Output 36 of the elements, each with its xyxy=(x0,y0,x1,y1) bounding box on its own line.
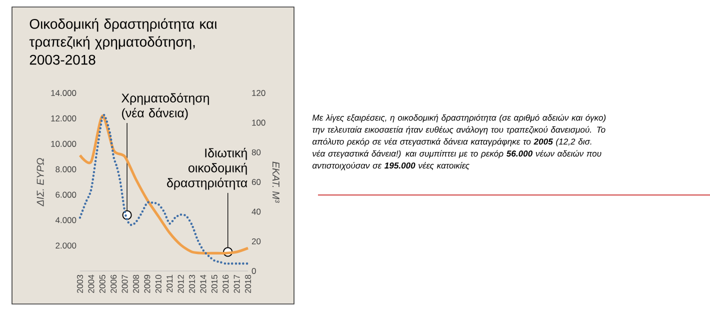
x-tick-label: 2011 xyxy=(166,274,173,292)
x-tick-label: 2013 xyxy=(189,274,195,293)
y-tick-label: 2.000 xyxy=(56,242,76,249)
y2-tick-label: 20 xyxy=(252,238,261,244)
text: Με λίγες εξαιρέσεις, η οικοδομική δραστηριότητα (σε αριθμό αδειών και όγκο) την τελευταία εικοσαετία ήταν ευθέως ανάλογη του τραπεζικού δανεισμού. Το απόλυτο ρεκόρ σε νέα στεγαστικά δάνεια καταγράφηκε το 2005 (12,2 δισ. νέα στεγαστικά δάνεια!) και συμπίπτει με το ρεκόρ 56.000 νέων αδειών που αντιστοιχούσαν σε 195.000 νέες κατοικίες xyxy=(312,114,606,170)
y-tick-label: 8.000 xyxy=(56,166,76,172)
y2-tick-label: 120 xyxy=(252,90,266,96)
y2-tick-label: 40 xyxy=(252,208,261,215)
annotation: Χρηματοδότηση (νέα δάνεια) xyxy=(122,92,209,120)
y-tick-label: 4.000 xyxy=(55,217,76,224)
y-axis-title: ΔΙΣ. ΕΥΡΩ xyxy=(36,158,44,206)
y-tick-label: 12.000 xyxy=(51,115,76,122)
chart-title: Οικοδομική δραστηριότητα και τραπεζική χρηματοδότηση, 2003-2018 xyxy=(29,18,217,65)
x-tick-label: 2006 xyxy=(110,274,117,293)
y2-axis-title: ΕΚΑΤ. Μ³ xyxy=(272,162,280,203)
x-tick-label: 2007 xyxy=(122,274,128,293)
y2-tick-label: 80 xyxy=(252,149,261,156)
x-tick-label: 2014 xyxy=(200,274,206,293)
y-tick-label: 10.000 xyxy=(51,140,76,147)
x-tick-label: 2004 xyxy=(88,274,94,293)
x-tick-label: 2010 xyxy=(155,274,162,293)
y2-tick-label: 100 xyxy=(252,120,266,126)
x-tick-label: 2016 xyxy=(222,274,229,293)
x-tick-label: 2008 xyxy=(133,274,139,293)
x-tick-label: 2003 xyxy=(77,274,83,293)
y-tick-label: 6.000 xyxy=(56,192,76,198)
x-tick-label: 2018 xyxy=(245,274,251,293)
y-tick-label: 14.000 xyxy=(51,90,76,96)
x-tick-label: 2015 xyxy=(211,274,218,293)
x-tick-label: 2009 xyxy=(144,274,150,293)
y2-tick-label: 0 xyxy=(252,268,256,274)
x-tick-label: 2017 xyxy=(234,274,240,293)
annotation: Ιδιωτική οικοδομική δραστηριότητα xyxy=(167,148,248,190)
x-tick-label: 2012 xyxy=(178,274,184,293)
y2-tick-label: 60 xyxy=(252,179,261,185)
x-tick-label: 2005 xyxy=(99,274,106,293)
